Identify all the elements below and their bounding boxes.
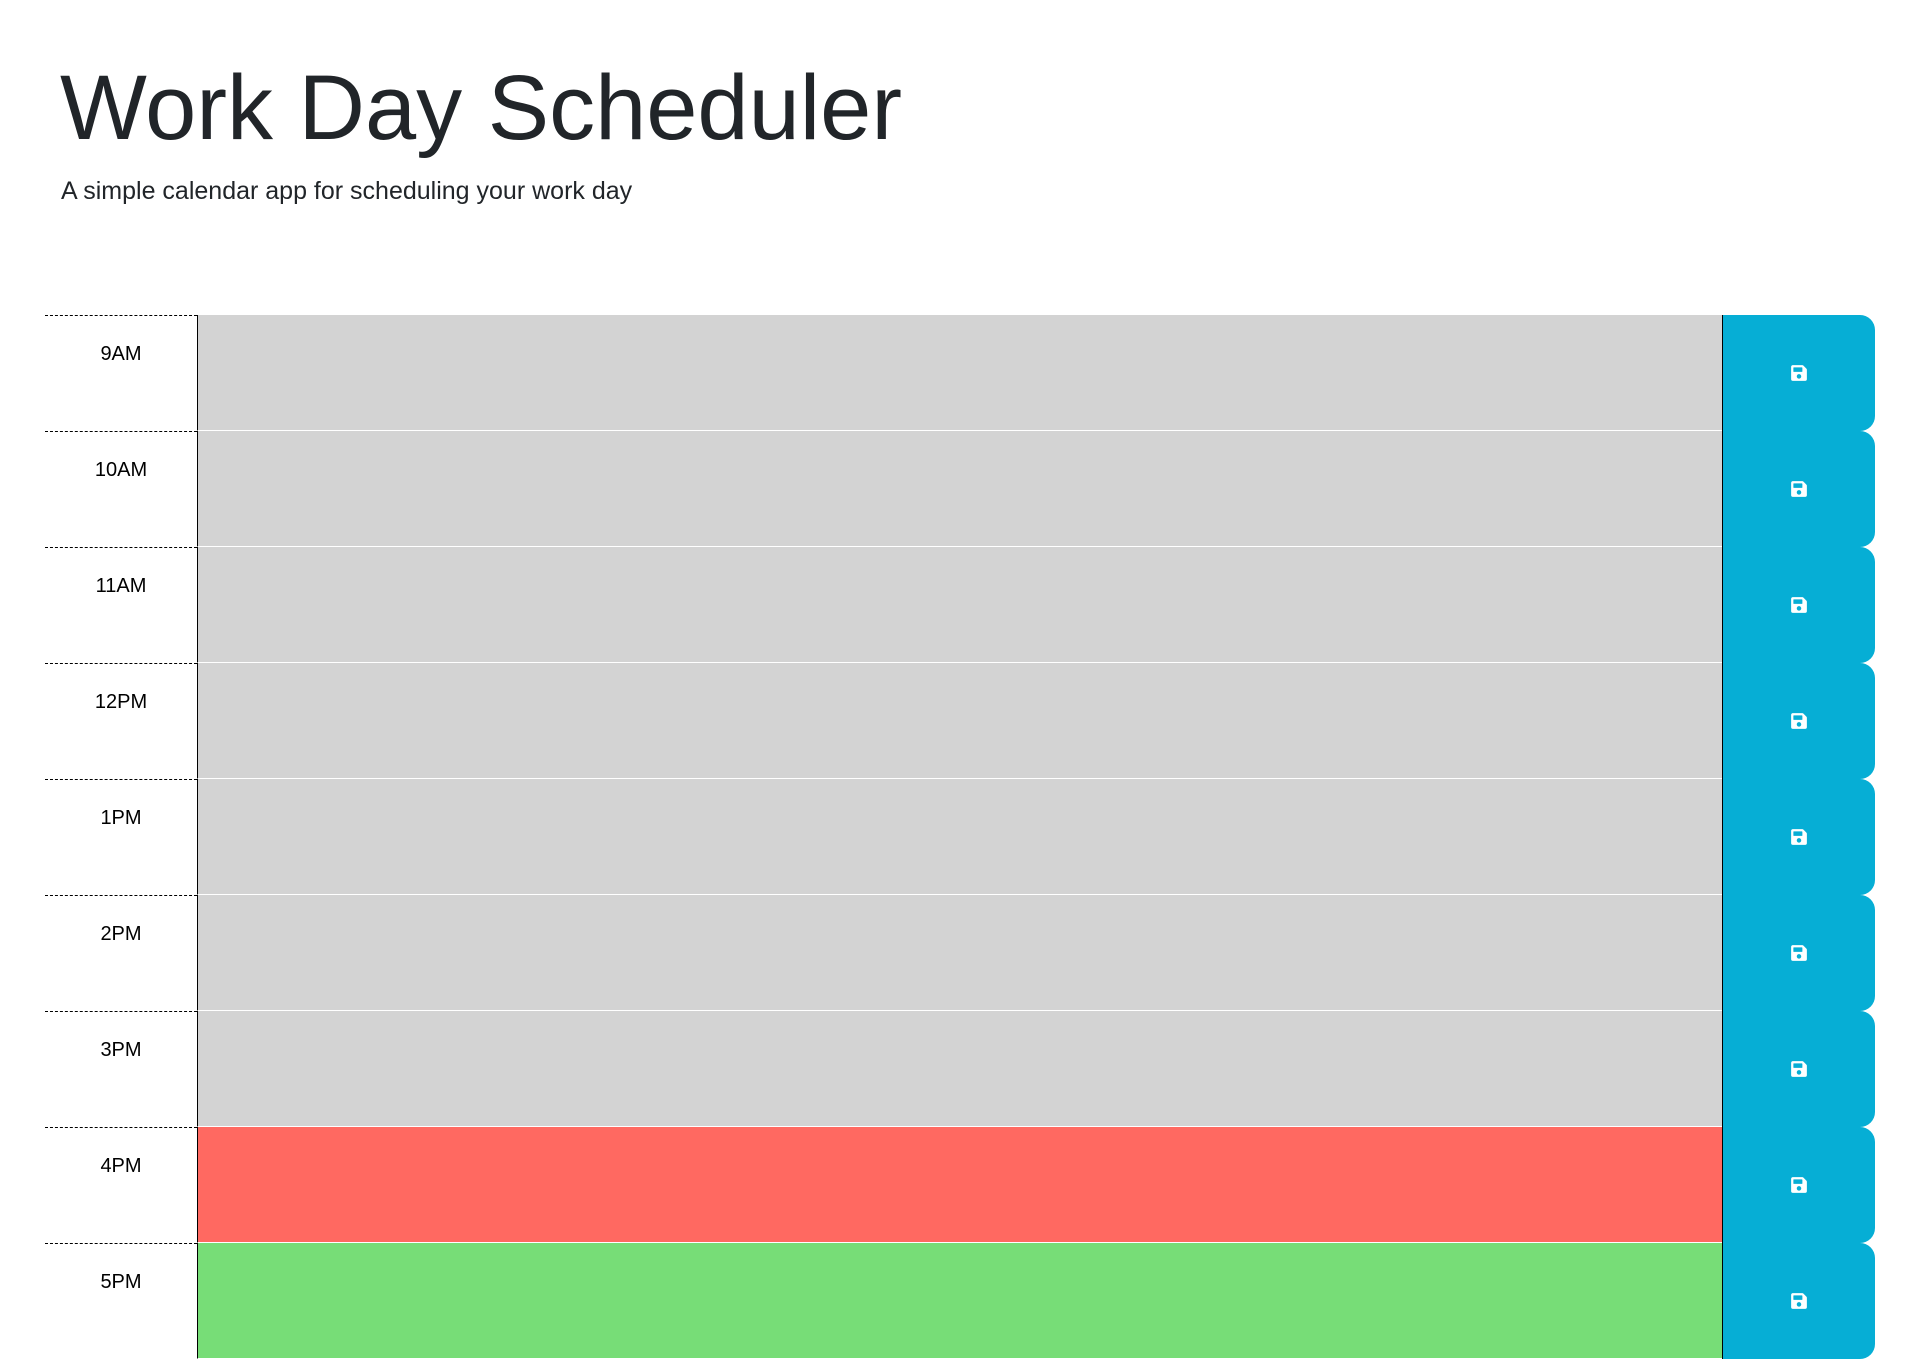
- schedule-container: 9AM 10AM 11AM 12PM: [45, 315, 1875, 1359]
- save-button[interactable]: [1722, 1011, 1875, 1127]
- save-icon: [1791, 365, 1807, 381]
- save-button[interactable]: [1722, 779, 1875, 895]
- event-description-input[interactable]: [197, 1011, 1722, 1127]
- event-description-input[interactable]: [197, 431, 1722, 547]
- event-description-input[interactable]: [197, 895, 1722, 1011]
- save-icon: [1791, 597, 1807, 613]
- save-button[interactable]: [1722, 895, 1875, 1011]
- time-block-2pm: 2PM: [45, 895, 1875, 1011]
- event-description-input[interactable]: [197, 315, 1722, 431]
- save-icon: [1791, 1177, 1807, 1193]
- time-block-12pm: 12PM: [45, 663, 1875, 779]
- event-description-input[interactable]: [197, 779, 1722, 895]
- hour-label: 11AM: [45, 547, 197, 663]
- event-description-input[interactable]: [197, 1243, 1722, 1359]
- save-icon: [1791, 713, 1807, 729]
- time-block-4pm: 4PM: [45, 1127, 1875, 1243]
- save-button[interactable]: [1722, 1127, 1875, 1243]
- save-icon: [1791, 829, 1807, 845]
- time-block-10am: 10AM: [45, 431, 1875, 547]
- save-icon: [1791, 1061, 1807, 1077]
- page-title: Work Day Scheduler: [60, 57, 902, 159]
- hour-label: 5PM: [45, 1243, 197, 1359]
- event-description-input[interactable]: [197, 547, 1722, 663]
- hour-label: 9AM: [45, 315, 197, 431]
- save-button[interactable]: [1722, 1243, 1875, 1359]
- event-description-input[interactable]: [197, 663, 1722, 779]
- save-icon: [1791, 481, 1807, 497]
- hour-label: 4PM: [45, 1127, 197, 1243]
- save-button[interactable]: [1722, 315, 1875, 431]
- save-button[interactable]: [1722, 663, 1875, 779]
- hour-label: 12PM: [45, 663, 197, 779]
- page-subtitle: A simple calendar app for scheduling you…: [61, 177, 633, 206]
- time-block-9am: 9AM: [45, 315, 1875, 431]
- save-icon: [1791, 945, 1807, 961]
- time-block-5pm: 5PM: [45, 1243, 1875, 1359]
- hour-label: 2PM: [45, 895, 197, 1011]
- save-icon: [1791, 1293, 1807, 1309]
- header: Work Day Scheduler A simple calendar app…: [60, 57, 902, 206]
- time-block-11am: 11AM: [45, 547, 1875, 663]
- event-description-input[interactable]: [197, 1127, 1722, 1243]
- hour-label: 3PM: [45, 1011, 197, 1127]
- hour-label: 1PM: [45, 779, 197, 895]
- time-block-1pm: 1PM: [45, 779, 1875, 895]
- time-block-3pm: 3PM: [45, 1011, 1875, 1127]
- save-button[interactable]: [1722, 431, 1875, 547]
- save-button[interactable]: [1722, 547, 1875, 663]
- hour-label: 10AM: [45, 431, 197, 547]
